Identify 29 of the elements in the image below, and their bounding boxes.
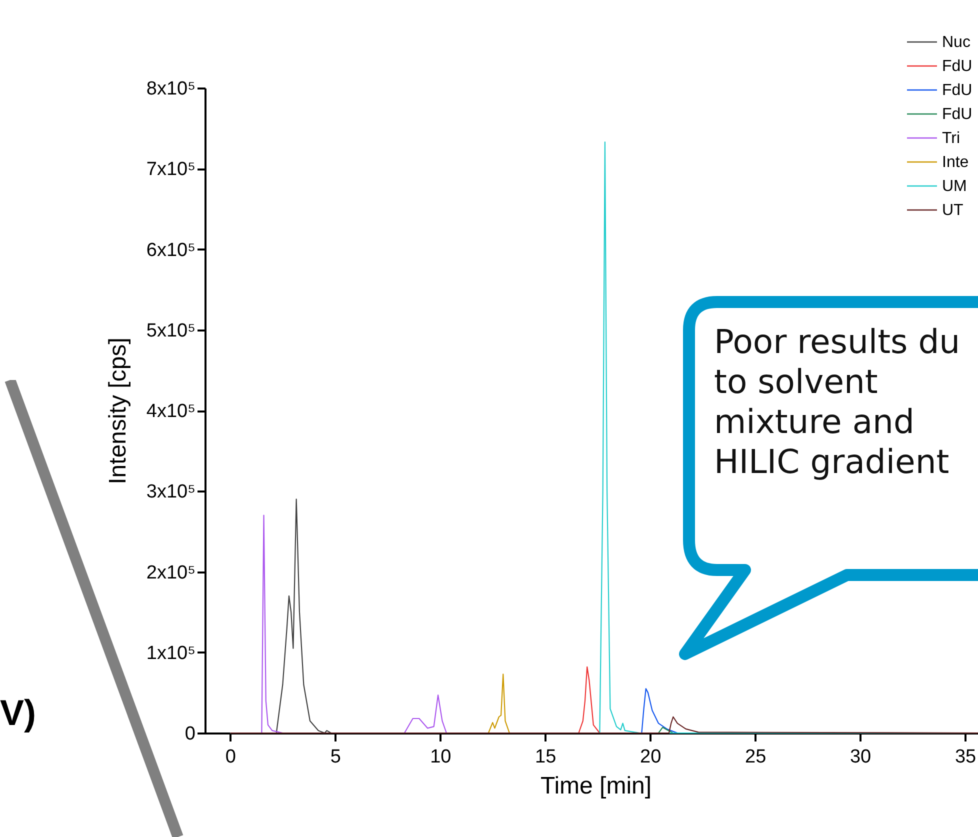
legend-label: FdU (942, 58, 972, 75)
x-tick-label: 10 (430, 746, 452, 768)
y-axis-title: Intensity [cps] (104, 338, 132, 484)
x-axis-title: Time [min] (540, 772, 652, 800)
legend-label: FdU (942, 106, 972, 123)
y-tick-label: 0 (184, 724, 196, 744)
x-tick-label: 30 (850, 746, 872, 768)
y-tick-label: 7x10⁵ (146, 159, 196, 180)
legend-label: UT (942, 202, 964, 219)
legend-label: Inte (942, 154, 969, 171)
x-tick-label: 35 (954, 746, 976, 768)
y-tick-label: 8x10⁵ (146, 78, 196, 100)
x-tick-label: 5 (330, 746, 341, 768)
y-tick-label: 2x10⁵ (146, 562, 196, 584)
y-tick-label: 5x10⁵ (146, 320, 196, 342)
legend-label: FdU (942, 82, 972, 99)
y-tick-label: 6x10⁵ (146, 240, 196, 261)
x-tick-label: 15 (535, 746, 556, 768)
x-tick-label: 0 (225, 746, 236, 768)
y-tick-label: 1x10⁵ (146, 642, 196, 664)
annotation: Poor results du to solvent mixture and HILIC gradient (714, 322, 960, 482)
x-tick-label: 20 (640, 746, 662, 768)
legend-label: UM (942, 178, 967, 195)
y-tick-label: 4x10⁵ (146, 401, 196, 422)
legend-label: Tri (942, 130, 960, 147)
legend-label: Nuc (942, 34, 970, 51)
x-tick-label: 25 (744, 746, 766, 768)
y-tick-label: 3x10⁵ (146, 482, 196, 503)
text: V) (0, 692, 36, 734)
